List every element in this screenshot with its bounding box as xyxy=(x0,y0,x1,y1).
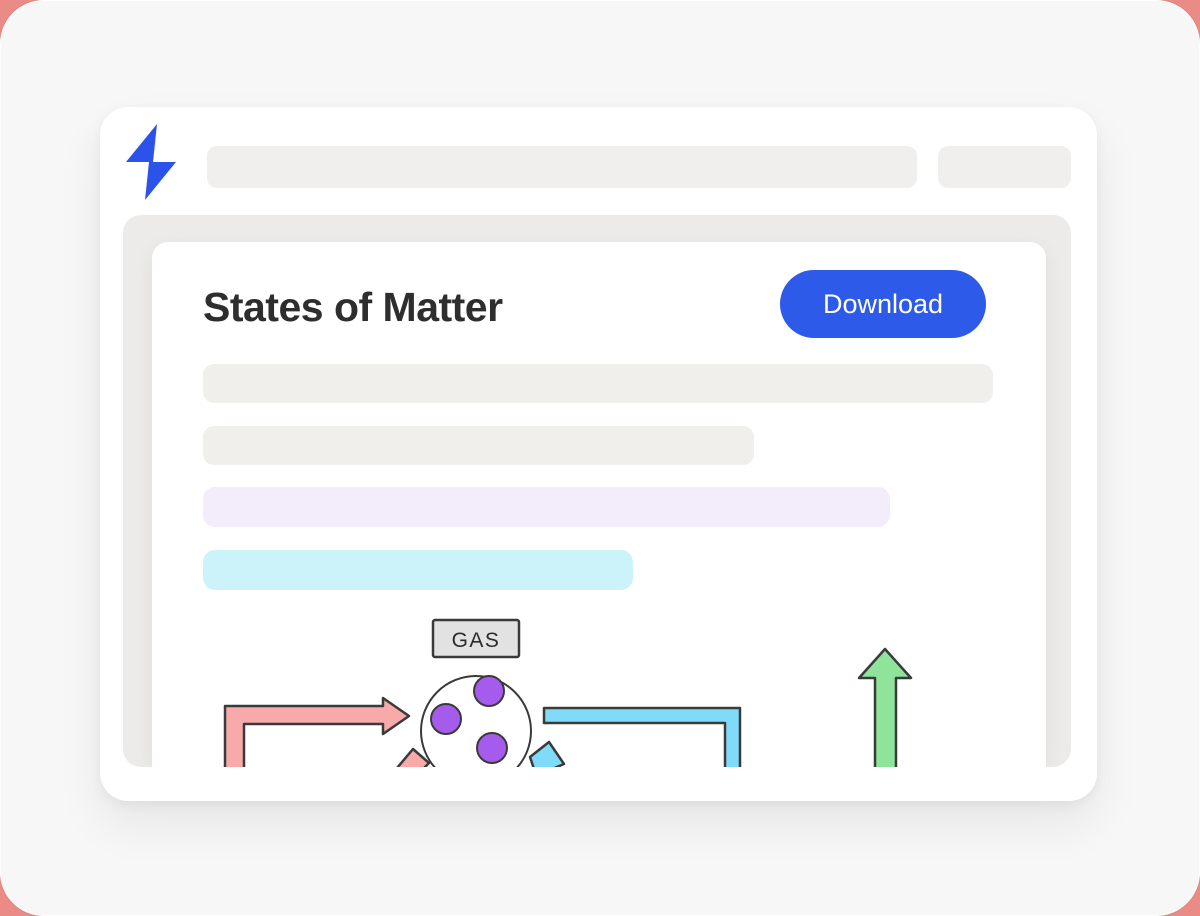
gas-label: GAS xyxy=(452,629,501,652)
address-bar-placeholder xyxy=(207,146,917,188)
text-placeholder-bar xyxy=(203,364,993,403)
left-elbow-arrow xyxy=(223,696,411,767)
text-placeholder-bar xyxy=(203,426,754,465)
blue-arrow-fragment xyxy=(528,740,566,767)
up-arrow xyxy=(857,647,913,767)
content-panel: States of Matter Download xyxy=(123,215,1071,767)
gas-particle xyxy=(476,732,508,764)
browser-window: States of Matter Download xyxy=(100,107,1097,801)
lightning-bolt-icon xyxy=(126,124,176,200)
gas-particle xyxy=(473,675,505,707)
page-title: States of Matter xyxy=(203,284,503,330)
document-card: States of Matter Download xyxy=(152,242,1046,767)
gas-particle xyxy=(430,703,462,735)
states-of-matter-diagram: GAS xyxy=(223,618,913,767)
right-elbow-arrow xyxy=(542,706,742,767)
toolbar-button-placeholder xyxy=(938,146,1071,188)
pink-arrow-fragment xyxy=(396,747,431,767)
download-button[interactable]: Download xyxy=(780,270,986,338)
highlighted-placeholder-bar xyxy=(203,487,890,527)
highlighted-placeholder-bar xyxy=(203,550,633,590)
gas-label-box xyxy=(431,618,521,659)
